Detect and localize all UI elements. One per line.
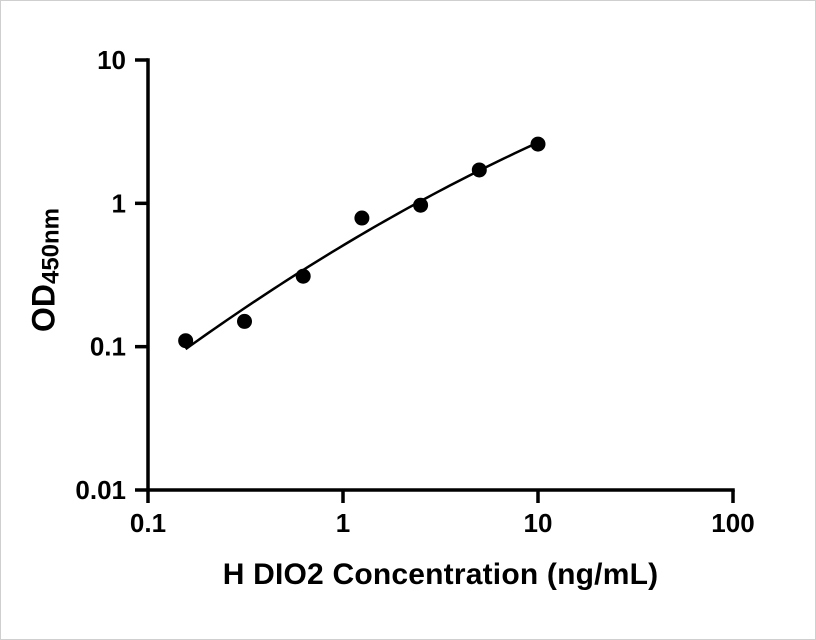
y-axis-title-sub: 450nm [37, 207, 65, 285]
x-tick-label: 1 [336, 508, 350, 538]
x-tick-label: 100 [711, 508, 754, 538]
data-point [530, 136, 546, 152]
x-tick-label: 10 [524, 508, 553, 538]
data-point [237, 313, 252, 329]
y-tick-label: 1 [112, 188, 126, 218]
x-tick-label: 0.1 [130, 508, 166, 538]
y-axis-title: OD450nm [25, 207, 65, 333]
x-axis-title: H DIO2 Concentration (ng/mL) [222, 558, 659, 591]
data-point [413, 197, 429, 213]
data-point [354, 210, 370, 226]
axes-frame [146, 58, 735, 492]
data-point [471, 162, 487, 178]
data-point [178, 333, 194, 349]
y-tick-label: 10 [97, 45, 126, 75]
data-point [295, 268, 311, 284]
y-tick-label: 0.01 [75, 475, 126, 505]
y-axis-title-main: OD [25, 284, 62, 333]
y-tick-label: 0.1 [90, 332, 126, 362]
